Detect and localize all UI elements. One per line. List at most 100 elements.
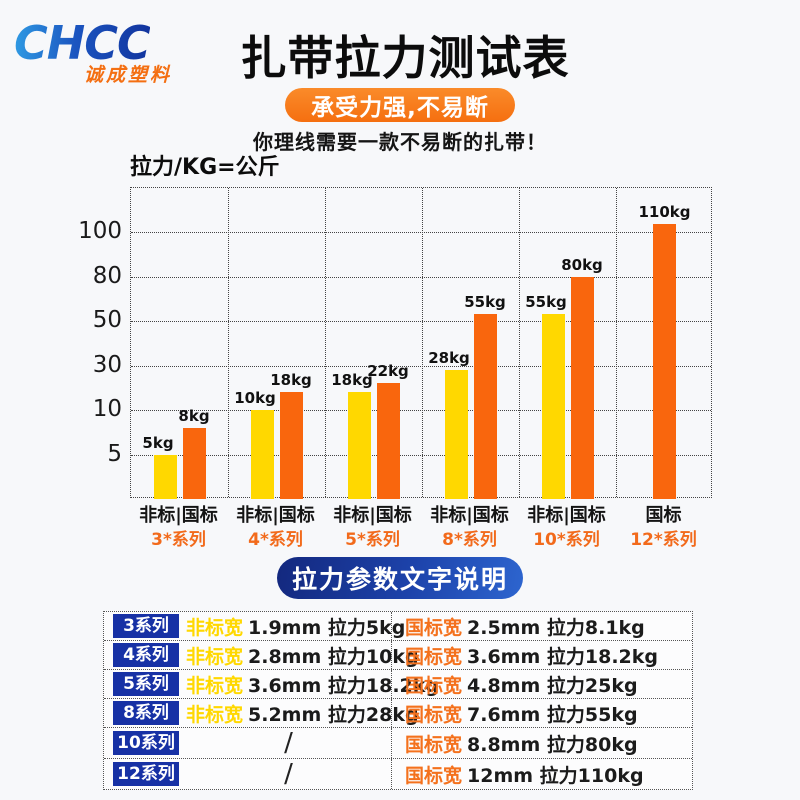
x-axis-group-label: 非标|国标 5*系列	[313, 505, 433, 551]
gb-width-prefix: 国标宽	[405, 703, 463, 726]
gb-spec-value: 4.8mm 拉力25kg	[467, 674, 638, 697]
nonstd-spec-cell: /	[186, 759, 391, 789]
gridline-v	[325, 188, 326, 497]
gb-spec-cell: 国标宽 3.6mm 拉力18.2kg	[391, 641, 692, 669]
no-data-slash: /	[284, 728, 293, 758]
no-data-slash: /	[284, 759, 293, 789]
bar-value-label: 80kg	[561, 255, 603, 274]
gridline-h	[131, 232, 711, 234]
table-row: 10系列 / 国标宽 8.8mm 拉力80kg	[104, 728, 692, 759]
nonstd-spec-value: 2.8mm 拉力10kg	[248, 645, 419, 668]
gb-spec-cell: 国标宽 7.6mm 拉力55kg	[391, 699, 692, 727]
standards-label: 非标|国标	[527, 505, 606, 526]
series-label-cell: 3系列	[104, 612, 186, 640]
y-tick-label: 100	[78, 218, 122, 245]
y-tick-label: 50	[92, 307, 122, 334]
page-title: 扎带拉力测试表	[240, 31, 570, 85]
standards-label: 非标|国标	[430, 505, 509, 526]
gb-spec-cell: 国标宽 8.8mm 拉力80kg	[391, 728, 692, 758]
gb-spec-cell: 国标宽 12mm 拉力110kg	[391, 759, 692, 789]
chart-bar-gb	[279, 392, 303, 499]
table-row: 5系列 非标宽 3.6mm 拉力18.2kg 国标宽 4.8mm 拉力25kg	[104, 670, 692, 699]
gridline-h	[131, 410, 711, 412]
bar-chart-plot-area: 5kg 8kg 10kg 18kg 18kg 22kg 28kg 55kg 55kg 80kg 11…	[130, 187, 712, 499]
gridline-v	[228, 188, 229, 497]
gb-spec-value: 12mm 拉力110kg	[467, 764, 644, 787]
chart-axis-title: 拉力/KG=公斤	[130, 155, 280, 180]
gb-spec-value: 3.6mm 拉力18.2kg	[467, 645, 658, 668]
series-label-cell: 5系列	[104, 670, 186, 698]
nonstd-spec-cell: /	[186, 728, 391, 758]
series-chip: 3系列	[113, 614, 179, 638]
nonstd-spec-value: 1.9mm 拉力5kg	[248, 616, 406, 639]
gb-width-prefix: 国标宽	[405, 645, 463, 668]
gb-spec-value: 7.6mm 拉力55kg	[467, 703, 638, 726]
series-name-label: 5*系列	[345, 530, 400, 550]
bar-value-label: 5kg	[142, 433, 174, 452]
chart-bar-gb	[376, 383, 400, 499]
series-name-label: 10*系列	[533, 530, 600, 550]
gridline-v	[616, 188, 617, 497]
bar-value-label: 110kg	[638, 202, 691, 221]
table-row: 3系列 非标宽 1.9mm 拉力5kg 国标宽 2.5mm 拉力8.1kg	[104, 612, 692, 641]
brand-logo-subtext: 诚成塑料	[84, 64, 173, 86]
series-name-label: 3*系列	[151, 530, 206, 550]
standards-label: 非标|国标	[333, 505, 412, 526]
gb-width-prefix: 国标宽	[405, 764, 463, 787]
gb-spec-value: 8.8mm 拉力80kg	[467, 733, 638, 756]
gridline-h	[131, 321, 711, 323]
gb-spec-value: 2.5mm 拉力8.1kg	[467, 616, 645, 639]
series-label-cell: 12系列	[104, 759, 186, 789]
chart-bar-nonstd	[444, 370, 468, 499]
table-row: 8系列 非标宽 5.2mm 拉力28kg 国标宽 7.6mm 拉力55kg	[104, 699, 692, 728]
chart-bar-gb	[473, 313, 497, 499]
gb-width-prefix: 国标宽	[405, 674, 463, 697]
x-axis-group-label: 非标|国标 10*系列	[507, 505, 627, 551]
bar-value-label: 8kg	[178, 406, 210, 425]
y-tick-label: 10	[92, 396, 122, 423]
series-name-label: 8*系列	[442, 530, 497, 550]
table-row: 4系列 非标宽 2.8mm 拉力10kg 国标宽 3.6mm 拉力18.2kg	[104, 641, 692, 670]
series-chip: 4系列	[113, 643, 179, 667]
x-axis-group-label: 非标|国标 4*系列	[216, 505, 336, 551]
bar-value-label: 28kg	[428, 349, 470, 368]
chart-bar-nonstd	[347, 392, 371, 499]
bar-value-label: 22kg	[367, 362, 409, 381]
headline-badge: 承受力强,不易断	[285, 88, 515, 122]
gb-spec-cell: 国标宽 2.5mm 拉力8.1kg	[391, 612, 692, 640]
standards-label: 国标	[645, 505, 682, 526]
y-tick-label: 80	[92, 262, 122, 289]
nonstd-width-prefix: 非标宽	[186, 616, 244, 639]
x-axis-group-label: 国标 12*系列	[604, 505, 724, 551]
chart-bar-nonstd	[250, 410, 274, 499]
series-chip: 5系列	[113, 672, 179, 696]
bar-value-label: 18kg	[270, 371, 312, 390]
nonstd-spec-value: 5.2mm 拉力28kg	[248, 703, 419, 726]
x-axis-group-label: 非标|国标 8*系列	[410, 505, 530, 551]
series-name-label: 4*系列	[248, 530, 303, 550]
series-chip: 8系列	[113, 701, 179, 725]
gridline-h	[131, 365, 711, 367]
series-chip: 10系列	[113, 731, 179, 755]
x-axis-group-label: 非标|国标 3*系列	[119, 505, 239, 551]
bar-value-label: 55kg	[525, 292, 567, 311]
chart-bar-gb	[570, 276, 594, 499]
table-row: 12系列 / 国标宽 12mm 拉力110kg	[104, 759, 692, 789]
series-label-cell: 10系列	[104, 728, 186, 758]
bar-value-label: 18kg	[331, 371, 373, 390]
standards-label: 非标|国标	[139, 505, 218, 526]
series-label-cell: 4系列	[104, 641, 186, 669]
series-name-label: 12*系列	[630, 530, 697, 550]
spec-table: 3系列 非标宽 1.9mm 拉力5kg 国标宽 2.5mm 拉力8.1kg 4系列 非标宽 2…	[103, 611, 693, 790]
nonstd-spec-cell: 非标宽 5.2mm 拉力28kg	[186, 699, 419, 727]
bar-value-label: 55kg	[464, 292, 506, 311]
gb-width-prefix: 国标宽	[405, 616, 463, 639]
section-badge: 拉力参数文字说明	[277, 557, 523, 599]
gridline-h	[131, 454, 711, 456]
chart-bar-nonstd	[153, 454, 177, 499]
chart-bar-gb	[182, 427, 206, 499]
nonstd-width-prefix: 非标宽	[186, 674, 244, 697]
gb-spec-cell: 国标宽 4.8mm 拉力25kg	[391, 670, 692, 698]
gridline-h	[131, 276, 711, 278]
